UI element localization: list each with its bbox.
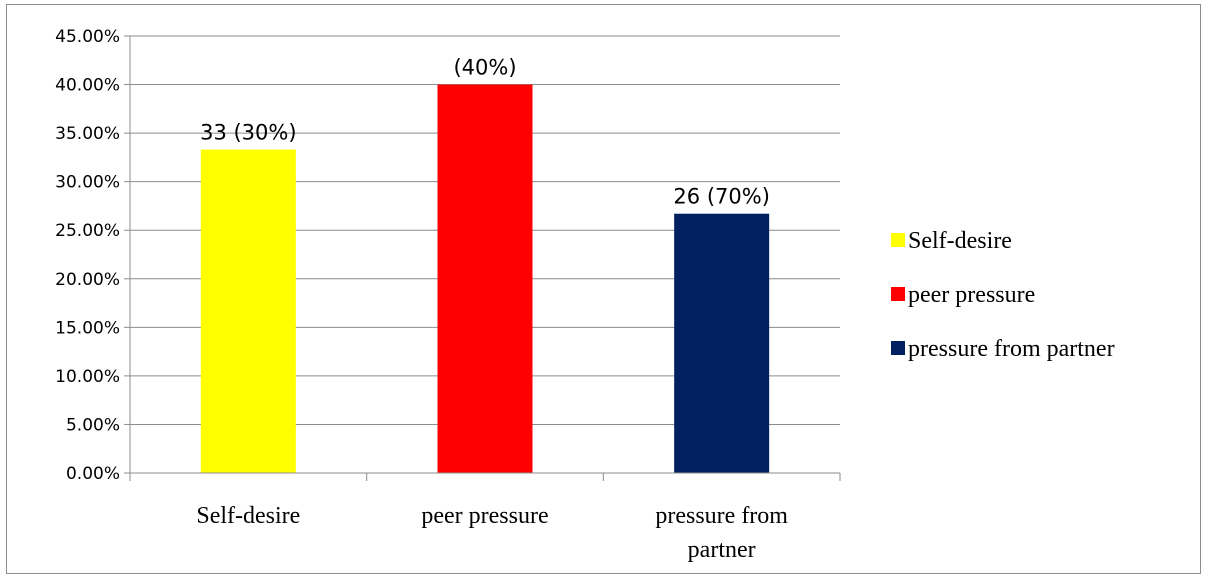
legend-label: Self-desire — [908, 228, 1012, 254]
data-label: 26 (70%) — [673, 185, 769, 209]
data-label: 33 (30%) — [200, 121, 296, 145]
y-tick-label: 30.00% — [55, 173, 120, 193]
bars — [200, 84, 770, 474]
bar-1 — [437, 84, 533, 474]
legend: Self-desire peer pressure pressure from pa… — [891, 228, 1115, 362]
legend-label: peer pressure — [908, 282, 1035, 308]
y-tick-label: 35.00% — [55, 124, 120, 144]
y-tick-label: 10.00% — [55, 367, 120, 387]
bar-0 — [200, 149, 296, 473]
legend-swatch — [891, 341, 905, 355]
labels: 0.00% 5.00% 10.00% 15.00% 20.00% 25.00% 30.00%… — [55, 27, 788, 563]
legend-swatch — [891, 233, 905, 247]
y-tick-label: 20.00% — [55, 270, 120, 290]
x-category-label: pressure from — [655, 503, 788, 529]
bar-2 — [674, 213, 770, 474]
data-label: (40%) — [453, 56, 516, 80]
y-tick-label: 15.00% — [55, 318, 120, 338]
y-tick-label: 45.00% — [55, 27, 120, 47]
axes — [124, 35, 841, 481]
legend-swatch — [891, 287, 905, 301]
y-tick-label: 5.00% — [66, 415, 120, 435]
y-tick-label: 40.00% — [55, 76, 120, 96]
y-tick-label: 25.00% — [55, 221, 120, 241]
x-category-label: Self-desire — [196, 503, 300, 529]
legend-label: pressure from partner — [908, 336, 1115, 362]
x-category-label: peer pressure — [421, 503, 548, 529]
x-category-label: partner — [688, 537, 756, 563]
y-tick-label: 0.00% — [66, 464, 120, 484]
